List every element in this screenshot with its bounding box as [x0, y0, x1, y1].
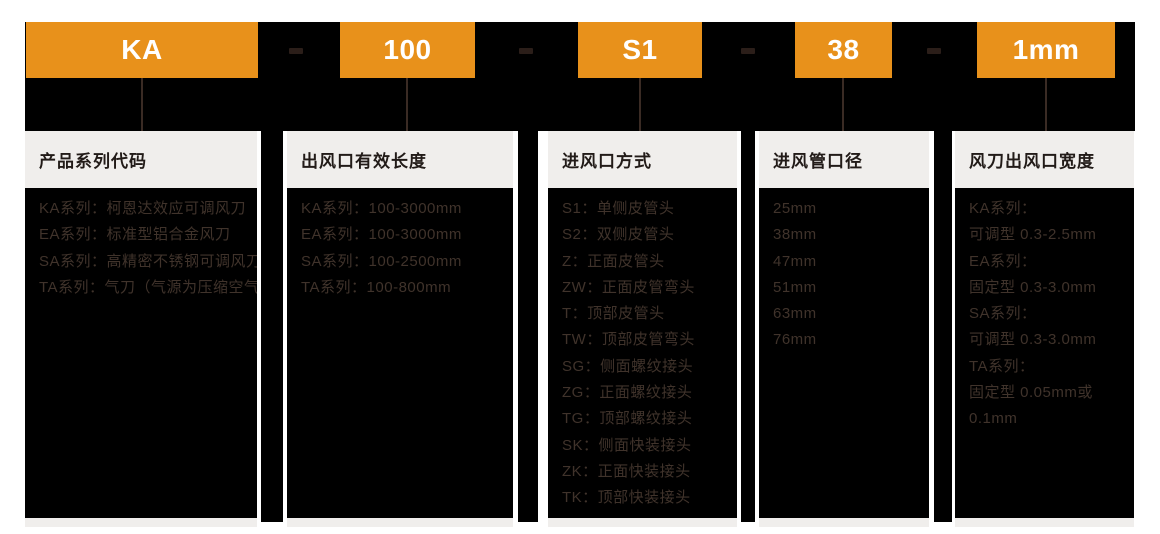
list-item: 25mm — [773, 200, 817, 217]
list-item: T：顶部皮管头 — [562, 305, 665, 323]
column-body: KA系列： 可调型 0.3-2.5mm EA系列： 固定型 0.3-3.0mm … — [955, 188, 1134, 518]
separator-dash — [927, 48, 941, 54]
column-body: KA系列：100-3000mm EA系列：100-3000mm SA系列：100… — [287, 188, 513, 518]
list-item: Z：正面皮管头 — [562, 252, 665, 270]
list-item: KA系列：柯恩达效应可调风刀 — [39, 200, 247, 217]
list-item: ZW：正面皮管弯头 — [562, 278, 695, 296]
column-divider — [261, 131, 283, 522]
column-body: 25mm 38mm 47mm 51mm 63mm 76mm — [759, 188, 929, 518]
list-item: SA系列：100-2500mm — [301, 252, 462, 270]
list-item: EA系列：标准型铝合金风刀 — [39, 226, 231, 244]
column-header: 风刀出风口宽度 — [969, 152, 1095, 171]
list-item: EA系列：100-3000mm — [301, 226, 462, 244]
separator-dash — [741, 48, 755, 54]
model-segment-length: 100 — [340, 22, 475, 78]
list-item: 固定型 0.05mm或 — [969, 384, 1093, 402]
list-item: 可调型 0.3-3.0mm — [969, 331, 1097, 349]
model-segment-slot-width: 1mm — [977, 22, 1115, 78]
list-item: SA系列： — [969, 305, 1037, 323]
list-item: TG：顶部螺纹接头 — [562, 410, 693, 428]
list-item: S1：单侧皮管头 — [562, 200, 675, 217]
model-segment-inlet-type: S1 — [578, 22, 702, 78]
segment-code-text: S1 — [622, 34, 658, 65]
column-header: 产品系列代码 — [39, 152, 147, 171]
list-item: SK：侧面快装接头 — [562, 436, 692, 454]
list-item: EA系列： — [969, 252, 1037, 270]
column-divider — [518, 131, 538, 522]
model-segment-inlet-diameter: 38 — [795, 22, 892, 78]
segment-code-text: 100 — [383, 34, 432, 65]
list-item: SG：侧面螺纹接头 — [562, 357, 694, 375]
list-item: 38mm — [773, 226, 817, 244]
list-item: TW：顶部皮管弯头 — [562, 331, 695, 349]
list-item: TK：顶部快装接头 — [562, 489, 691, 507]
list-item: TA系列：100-800mm — [301, 278, 452, 296]
column-header: 进风口方式 — [562, 152, 652, 171]
connector-line — [406, 78, 408, 131]
column-body: KA系列：柯恩达效应可调风刀 EA系列：标准型铝合金风刀 SA系列：高精密不锈钢… — [25, 188, 257, 518]
connector-line — [1045, 78, 1047, 131]
segment-code-text: 1mm — [1012, 34, 1080, 65]
list-item: ZK：正面快装接头 — [562, 462, 691, 480]
segment-code-text: 38 — [827, 34, 860, 65]
connector-line — [141, 78, 143, 131]
list-item: S2：双侧皮管头 — [562, 226, 675, 244]
separator-dash — [289, 48, 303, 54]
list-item: ZG：正面螺纹接头 — [562, 384, 693, 402]
list-item: 0.1mm — [969, 410, 1018, 428]
column-header: 出风口有效长度 — [301, 152, 427, 171]
column-body: S1：单侧皮管头 S2：双侧皮管头 Z：正面皮管头 ZW：正面皮管弯头 T：顶部… — [548, 188, 737, 518]
list-item: 63mm — [773, 305, 817, 323]
list-item: 可调型 0.3-2.5mm — [969, 226, 1097, 244]
list-item: KA系列： — [969, 200, 1037, 217]
column-inlet-diameter: 进风管口径 25mm 38mm 47mm 51mm 63mm 76mm — [759, 131, 929, 527]
column-divider — [741, 131, 755, 522]
column-product-series: 产品系列代码 KA系列：柯恩达效应可调风刀 EA系列：标准型铝合金风刀 SA系列… — [25, 131, 257, 527]
list-item: 固定型 0.3-3.0mm — [969, 278, 1097, 296]
connector-line — [639, 78, 641, 131]
column-outlet-length: 出风口有效长度 KA系列：100-3000mm EA系列：100-3000mm … — [287, 131, 513, 527]
list-item: KA系列：100-3000mm — [301, 200, 462, 217]
list-item: 76mm — [773, 331, 817, 349]
column-slot-width: 风刀出风口宽度 KA系列： 可调型 0.3-2.5mm EA系列： 固定型 0.… — [955, 131, 1134, 527]
separator-dash — [519, 48, 533, 54]
list-item: TA系列：气刀（气源为压缩空气） — [39, 278, 257, 296]
list-item: 51mm — [773, 278, 817, 296]
list-item: SA系列：高精密不锈钢可调风刀 — [39, 252, 257, 270]
column-inlet-type: 进风口方式 S1：单侧皮管头 S2：双侧皮管头 Z：正面皮管头 ZW：正面皮管弯… — [548, 131, 737, 527]
connector-line — [842, 78, 844, 131]
segment-code-text: KA — [121, 34, 163, 65]
model-segment-series: KA — [26, 22, 258, 78]
column-divider — [934, 131, 952, 522]
list-item: TA系列： — [969, 357, 1035, 375]
column-header: 进风管口径 — [773, 152, 863, 171]
list-item: 47mm — [773, 252, 817, 270]
